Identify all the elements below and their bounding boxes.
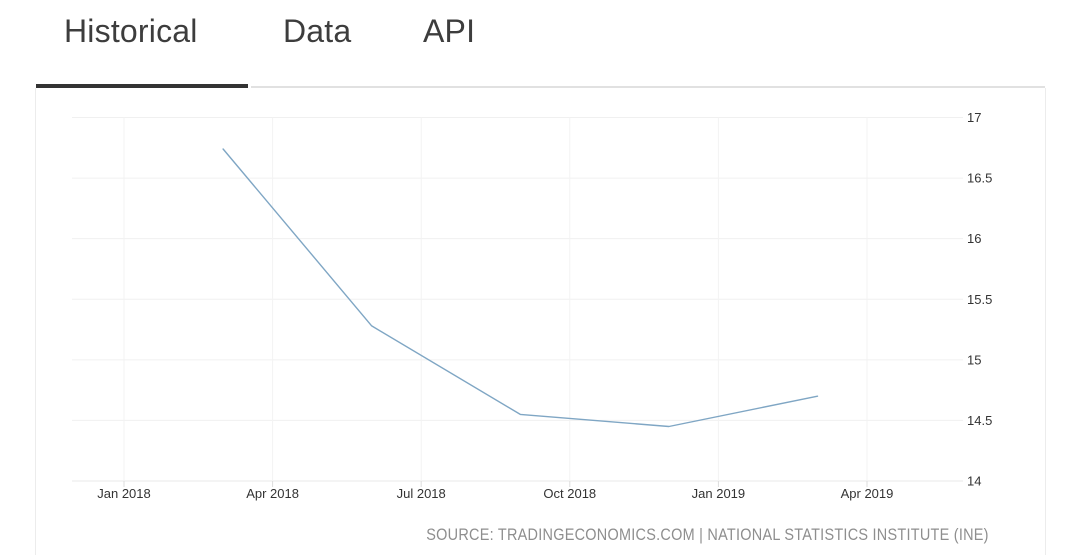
y-axis-label: 15 (967, 352, 981, 367)
y-axis-label: 15.5 (967, 292, 992, 307)
y-axis-label: 14 (967, 474, 981, 489)
y-axis-label: 16.5 (967, 171, 992, 186)
x-axis-label: Jan 2018 (97, 486, 151, 501)
x-axis-label: Jan 2019 (692, 486, 746, 501)
tab-bar: Historical Data API (0, 0, 1080, 90)
x-axis-label: Apr 2018 (246, 486, 299, 501)
line-chart[interactable]: 14 14.5 15 15.5 16 16.5 17 Jan 2018 Apr 2018 Jul … (36, 88, 1045, 555)
tab-data[interactable]: Data (283, 13, 352, 49)
chart-panel: 14 14.5 15 15.5 16 16.5 17 Jan 2018 Apr 2018 Jul … (35, 88, 1046, 555)
x-axis-label: Oct 2018 (543, 486, 596, 501)
y-axis-label: 17 (967, 110, 981, 125)
tab-historical[interactable]: Historical (64, 13, 198, 49)
tab-api[interactable]: API (423, 13, 476, 49)
source-attribution: SOURCE: TRADINGECONOMICS.COM | NATIONAL … (426, 525, 989, 544)
x-axis-label: Apr 2019 (841, 486, 894, 501)
active-tab-indicator (36, 84, 248, 90)
y-axis-label: 14.5 (967, 413, 992, 428)
series-line (222, 148, 819, 428)
y-axis-label: 16 (967, 231, 981, 246)
x-axis-label: Jul 2018 (397, 486, 446, 501)
